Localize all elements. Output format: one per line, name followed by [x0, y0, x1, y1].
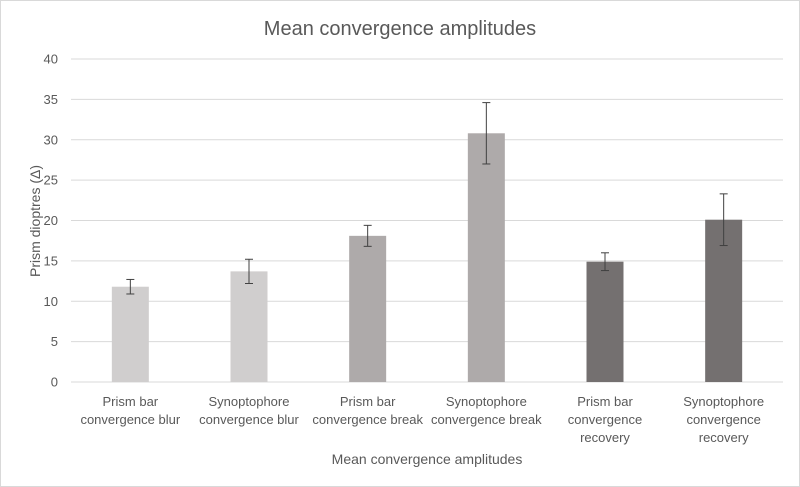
bar: [586, 261, 624, 382]
y-axis-title: Prism dioptres (Δ): [27, 165, 43, 277]
y-tick-label: 20: [44, 213, 58, 228]
category-label: Synoptophore: [446, 394, 527, 409]
gridlines: [71, 58, 783, 383]
category-label: convergence: [686, 412, 760, 427]
category-label: convergence break: [312, 412, 423, 427]
category-label: convergence blur: [80, 412, 180, 427]
x-axis-title: Mean convergence amplitudes: [332, 451, 523, 467]
y-tick-label: 0: [51, 375, 58, 390]
bar: [705, 219, 743, 382]
category-label: convergence: [568, 412, 642, 427]
bar: [349, 235, 387, 382]
bars: [111, 133, 743, 382]
bar: [467, 133, 505, 382]
category-label: recovery: [580, 430, 630, 445]
category-label: Synoptophore: [209, 394, 290, 409]
category-label: Prism bar: [577, 394, 633, 409]
y-tick-label: 35: [44, 92, 58, 107]
category-label: Prism bar: [103, 394, 159, 409]
category-label: recovery: [699, 430, 749, 445]
bar: [230, 271, 268, 382]
y-axis-ticks: 0 5 10 15 20 25 30 35 40: [44, 52, 58, 390]
error-bars: [126, 102, 728, 295]
category-label: Synoptophore: [683, 394, 764, 409]
category-label: Prism bar: [340, 394, 396, 409]
y-tick-label: 40: [44, 52, 58, 67]
y-tick-label: 30: [44, 132, 58, 147]
y-tick-label: 10: [44, 294, 58, 309]
y-tick-label: 5: [51, 334, 58, 349]
y-tick-label: 15: [44, 253, 58, 268]
bar: [111, 286, 149, 382]
category-label: convergence break: [431, 412, 542, 427]
x-axis-categories: Prism bar convergence blur Synoptophore con…: [80, 394, 764, 445]
chart-title: Mean convergence amplitudes: [264, 18, 536, 40]
category-label: convergence blur: [199, 412, 299, 427]
y-tick-label: 25: [44, 173, 58, 188]
